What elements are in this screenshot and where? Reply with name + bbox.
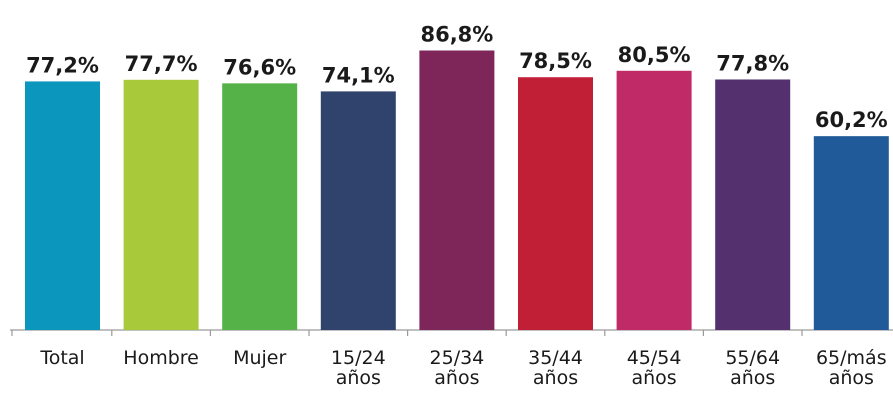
bar (419, 50, 495, 331)
data-label: 76,6% (223, 55, 296, 79)
bar (813, 136, 889, 330)
bar (25, 81, 100, 330)
x-tick-label: Mujer (233, 347, 286, 369)
x-tick-label: 55/64 años (725, 347, 780, 389)
x-tick-label: 45/54 años (627, 347, 682, 389)
x-tick-label: 35/44 años (528, 347, 583, 389)
category-labels-group: Total Hombre Mujer 15/24 años 25/34 años 35/44 a… (39, 347, 886, 389)
bar (616, 70, 692, 330)
bar (320, 91, 396, 330)
bar (123, 79, 199, 330)
tick-marks-group (11, 330, 803, 336)
data-label: 78,5% (519, 49, 592, 73)
data-label: 74,1% (322, 63, 395, 87)
bar (518, 77, 593, 330)
bar (222, 83, 298, 331)
x-tick-label: 25/34 años (430, 347, 485, 389)
data-label: 77,8% (716, 51, 789, 75)
x-tick-label: Total (39, 347, 84, 369)
data-label: 77,2% (26, 53, 99, 77)
value-labels-group: 77,2% 77,7% 76,6% 74,1% 86,8% 78,5% 80,5% 77,8%… (26, 23, 888, 133)
data-label: 86,8% (420, 23, 493, 47)
x-tick-label: 15/24 años (331, 347, 386, 389)
data-label: 80,5% (618, 43, 691, 67)
x-tick-label: 65/más años (816, 347, 887, 389)
data-label: 77,7% (125, 52, 198, 76)
data-label: 60,2% (815, 108, 888, 132)
bars-group (25, 50, 889, 331)
bar (715, 79, 791, 330)
x-tick-label: Hombre (123, 347, 199, 369)
